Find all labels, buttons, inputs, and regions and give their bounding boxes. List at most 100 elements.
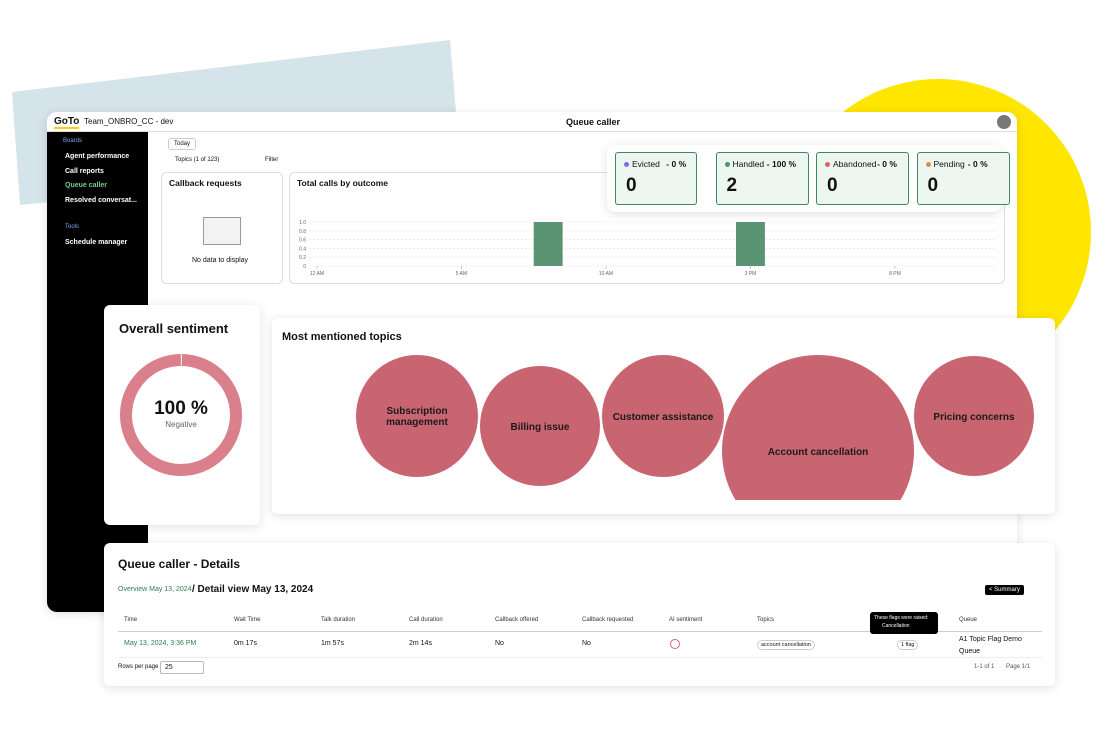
cell: May 13, 2024, 3:36 PM xyxy=(124,640,197,647)
nav-item[interactable]: Queue caller xyxy=(65,182,108,189)
nav-item[interactable]: Agent performance xyxy=(65,153,130,160)
topic-label: Customer assistance xyxy=(613,412,714,423)
column-header: Time xyxy=(124,617,138,623)
filter-button[interactable]: Filter xyxy=(265,157,279,163)
x-tick-label: 5 AM xyxy=(456,271,467,277)
bar xyxy=(533,222,563,266)
callback-card: Callback requests No data to display xyxy=(161,172,283,284)
stat-box: Abandoned - 0 % 0 xyxy=(816,152,909,205)
topics-title: Most mentioned topics xyxy=(282,331,402,343)
date-button[interactable]: Today xyxy=(168,138,197,150)
topics-filter[interactable]: Topics (1 of 123) xyxy=(175,157,220,163)
sentiment-percent: 100 % xyxy=(154,398,208,419)
topic-bubble xyxy=(480,366,600,486)
cell: No xyxy=(495,640,504,647)
stats-popup: Evicted - 0 % 0 Handled - 100 % 2 Abandoned - 0… xyxy=(607,145,1010,212)
column-header: AI sentiment xyxy=(669,617,703,623)
x-tick-label: 12 AM xyxy=(310,271,324,277)
topic-label: Subscription management xyxy=(386,406,448,428)
y-tick-label: 0.2 xyxy=(299,255,306,261)
footer-line xyxy=(118,657,1042,658)
details-card: Queue caller - Details Overview May 13, … xyxy=(104,543,1055,686)
cell: No xyxy=(582,640,591,647)
breadcrumb[interactable]: Overview May 13, 2024 xyxy=(118,586,192,593)
y-tick-label: 0.8 xyxy=(299,229,306,235)
y-tick-label: 1.0 xyxy=(299,220,306,226)
stat-percent: - 0 % xyxy=(666,159,687,169)
top-bar xyxy=(47,112,1017,132)
stat-percent: - 0 % xyxy=(877,159,897,169)
flag-tooltip xyxy=(870,612,938,634)
topic-label: Account cancellation xyxy=(768,447,869,458)
rows-per-page-label: Rows per page xyxy=(118,664,159,670)
boards-heading: Boards xyxy=(63,138,83,144)
stat-label: Abandoned xyxy=(833,159,877,169)
stat-label: Pending xyxy=(933,159,965,169)
nav-item[interactable]: Call reports xyxy=(65,167,104,175)
x-tick-label: 8 PM xyxy=(889,271,901,277)
topic-label: Pricing concerns xyxy=(933,412,1015,423)
empty-icon xyxy=(203,217,241,245)
cell: 1m 57s xyxy=(321,640,344,647)
cell: account cancellation xyxy=(757,640,815,650)
stat-box: Pending - 0 % 0 xyxy=(916,152,1010,205)
topic-bubble xyxy=(722,355,914,500)
topic-bubble xyxy=(914,356,1034,476)
column-header: Call duration xyxy=(409,617,443,623)
tooltip-item: Cancellation xyxy=(882,623,910,629)
column-header: Queue xyxy=(959,617,978,623)
column-header: Callback offered xyxy=(495,617,539,623)
stat-label: Handled xyxy=(732,159,765,169)
tools-heading: Tools xyxy=(65,224,80,230)
avatar xyxy=(997,115,1011,129)
header-line xyxy=(118,631,1042,632)
range: 1-1 of 1 xyxy=(974,664,995,670)
topic-label: Billing issue xyxy=(511,422,570,433)
y-tick-label: 0.6 xyxy=(299,238,306,244)
callback-title: Callback requests xyxy=(169,178,242,188)
column-header: Topics xyxy=(757,617,775,623)
tooltip-title: These flags were raised: xyxy=(874,615,929,621)
topic-bubble xyxy=(356,355,478,477)
summary-button[interactable]: < Summary xyxy=(985,585,1024,595)
sentiment-label: Negative xyxy=(165,420,197,429)
nav-item[interactable]: Resolved conversat... xyxy=(65,196,137,204)
stat-box: Handled - 100 % 2 xyxy=(715,152,809,205)
stat-percent: - 100 % xyxy=(766,159,797,169)
nav-item[interactable]: Schedule manager xyxy=(65,239,128,246)
cell: A1 Topic Flag Demo Queue xyxy=(959,636,1022,655)
empty-text: No data to display xyxy=(192,257,249,264)
stat-dot xyxy=(825,162,830,167)
x-tick-label: 3 PM xyxy=(745,271,757,277)
detail-view: / Detail view May 13, 2024 xyxy=(192,584,314,595)
cell: 1 flag xyxy=(897,640,919,650)
stat-value: 0 xyxy=(626,175,637,196)
y-tick-label: 0.4 xyxy=(299,246,306,252)
y-tick-label: 0 xyxy=(303,264,306,270)
logo: GoTo xyxy=(54,116,80,129)
stat-label: Evicted xyxy=(632,159,660,169)
rows-per-page[interactable]: 25 xyxy=(160,661,204,674)
stat-dot xyxy=(624,162,629,167)
stat-dot xyxy=(724,162,730,167)
stat-dot xyxy=(925,162,931,167)
cell: 2m 14s xyxy=(409,640,432,647)
column-header: Callback requested xyxy=(582,617,634,623)
stat-value: 0 xyxy=(827,175,838,196)
chart-title: Total calls by outcome xyxy=(297,178,389,188)
stat-box: Evicted - 0 % 0 xyxy=(615,152,697,205)
page-title: Queue caller xyxy=(566,117,621,127)
stat-value: 0 xyxy=(927,175,939,196)
bar xyxy=(735,222,765,266)
page: Page 1/1 xyxy=(1006,664,1031,670)
workspace: Team_ONBRO_CC - dev xyxy=(84,117,174,126)
sentiment-icon xyxy=(670,639,680,649)
donut-arc xyxy=(120,354,242,476)
topic-bubble xyxy=(602,355,724,477)
sentiment-title: Overall sentiment xyxy=(119,321,229,336)
stat-value: 2 xyxy=(726,175,738,196)
